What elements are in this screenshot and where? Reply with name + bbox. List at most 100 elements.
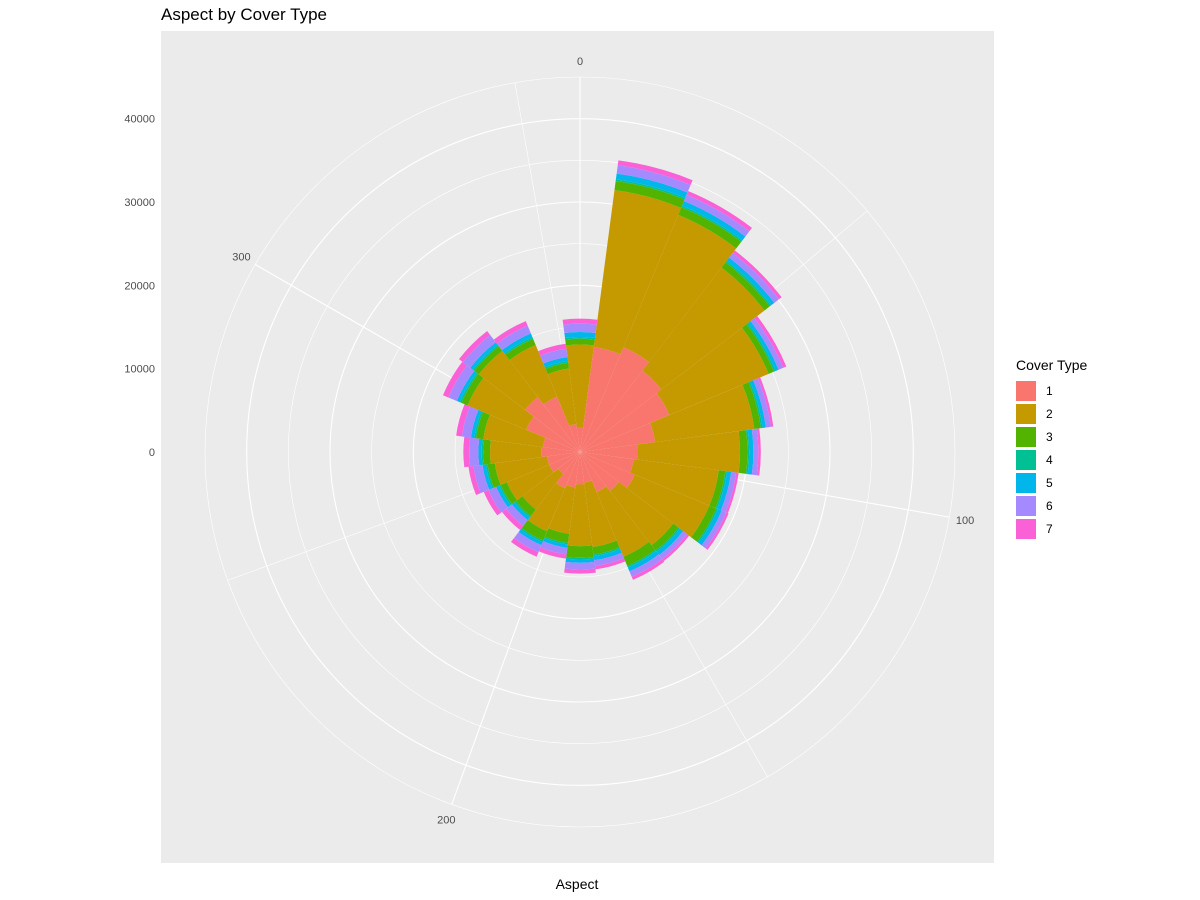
wedge-1-60: [580, 393, 670, 452]
wedge-6-90: [751, 428, 759, 476]
wedge-1-285: [542, 437, 580, 452]
angle-tick-label: 100: [956, 515, 974, 527]
legend-title: Cover Type: [1016, 357, 1088, 373]
legend-item: 2: [1016, 402, 1087, 425]
wedge-1-240: [549, 452, 580, 473]
wedge-7-15: [617, 160, 693, 185]
wedge-7-315: [459, 331, 491, 363]
radius-tick-label: 40000: [124, 114, 155, 126]
wedge-1-165: [580, 452, 592, 483]
wedge-6-75: [753, 378, 771, 428]
wedge-5-315: [470, 342, 498, 370]
wedge-3-285: [475, 411, 490, 440]
wedge-7-255: [468, 466, 481, 496]
wedge-7-180: [564, 568, 596, 574]
wedge-6-345: [540, 348, 568, 364]
wedge-2-180: [567, 484, 593, 547]
legend-key: [1016, 403, 1036, 424]
wedge-7-90: [756, 428, 761, 476]
wedge-6-165: [594, 552, 625, 567]
wedge-3-240: [500, 482, 518, 505]
wedge-6-135: [659, 531, 688, 560]
wedge-4-90: [746, 429, 750, 475]
wedge-4-135: [655, 527, 680, 552]
wedge-4-255: [485, 464, 494, 489]
wedge-7-60: [754, 316, 787, 368]
wedge-3-195: [544, 528, 570, 543]
wedge-2-300: [467, 377, 534, 430]
wedge-4-165: [593, 547, 621, 557]
wedge-6-105: [720, 471, 737, 513]
wedge-3-105: [709, 470, 726, 509]
wedge-1-180: [575, 452, 585, 485]
wedge-7-270: [463, 436, 471, 468]
wedge-4-75: [748, 381, 763, 429]
legend-key: [1016, 472, 1036, 493]
wedge-3-15: [614, 181, 685, 208]
legend-key: [1016, 380, 1036, 401]
wedge-5-210: [518, 529, 543, 546]
wedge-6-300: [448, 365, 475, 401]
wedge-6-150: [629, 554, 663, 577]
wedge-1-210: [556, 452, 580, 489]
wedge-2-165: [584, 480, 617, 548]
wedge-1-345: [569, 423, 580, 452]
wedge-2-330: [509, 344, 558, 405]
wedge-3-225: [515, 496, 536, 517]
chart-title: Aspect by Cover Type: [161, 5, 327, 24]
wedge-7-75: [757, 377, 774, 427]
legend-label: 1: [1046, 383, 1053, 398]
radius-tick-label: 30000: [124, 197, 155, 209]
wedge-2-255: [494, 456, 550, 485]
bars-layer: [442, 160, 787, 580]
wedge-5-300: [456, 370, 477, 403]
wedge-1-30: [580, 347, 649, 452]
legend-item: 3: [1016, 425, 1087, 448]
wedge-3-135: [651, 523, 679, 551]
wedge-4-30: [681, 205, 743, 242]
wedge-5-255: [482, 464, 493, 490]
wedge-6-30: [683, 194, 750, 237]
wedge-6-120: [701, 510, 727, 549]
legend-label: 3: [1046, 429, 1053, 444]
wedge-6-315: [462, 334, 496, 368]
wedge-1-0: [576, 427, 584, 452]
wedge-4-120: [697, 508, 718, 543]
legend-label: 4: [1046, 452, 1053, 467]
wedge-4-195: [544, 536, 569, 545]
wedge-3-60: [741, 324, 775, 374]
legend-label: 2: [1046, 406, 1053, 421]
legend-label: 6: [1046, 498, 1053, 513]
legend-label: 7: [1046, 521, 1053, 536]
wedge-3-210: [521, 520, 548, 541]
wedge-1-75: [580, 422, 656, 452]
wedge-2-225: [522, 468, 564, 510]
wedge-6-240: [488, 486, 508, 513]
wedge-4-15: [615, 179, 686, 200]
legend-item: 7: [1016, 517, 1087, 540]
wedge-5-75: [750, 380, 766, 428]
wedge-7-330: [493, 321, 528, 344]
legend-item: 5: [1016, 471, 1087, 494]
wedge-3-345: [545, 362, 570, 375]
wedge-4-240: [499, 484, 512, 506]
legend-key: [1016, 495, 1036, 516]
angle-tick-label: 200: [437, 814, 455, 826]
wedge-2-135: [609, 481, 674, 546]
wedge-5-165: [593, 549, 622, 561]
wedge-6-255: [473, 464, 490, 494]
wedge-6-45: [729, 253, 779, 303]
wedge-2-15: [593, 190, 682, 355]
wedge-1-315: [525, 397, 580, 452]
angle-tick-label: 300: [232, 252, 250, 264]
wedge-4-285: [474, 411, 483, 439]
wedge-2-345: [547, 368, 577, 426]
radius-tick-label: 0: [149, 447, 155, 459]
wedge-5-345: [543, 356, 569, 368]
wedge-6-270: [469, 437, 480, 467]
wedge-5-180: [565, 558, 595, 563]
wedge-5-270: [478, 438, 483, 466]
wedge-6-225: [505, 504, 528, 527]
wedge-5-150: [627, 551, 659, 572]
wedge-5-90: [747, 429, 754, 475]
